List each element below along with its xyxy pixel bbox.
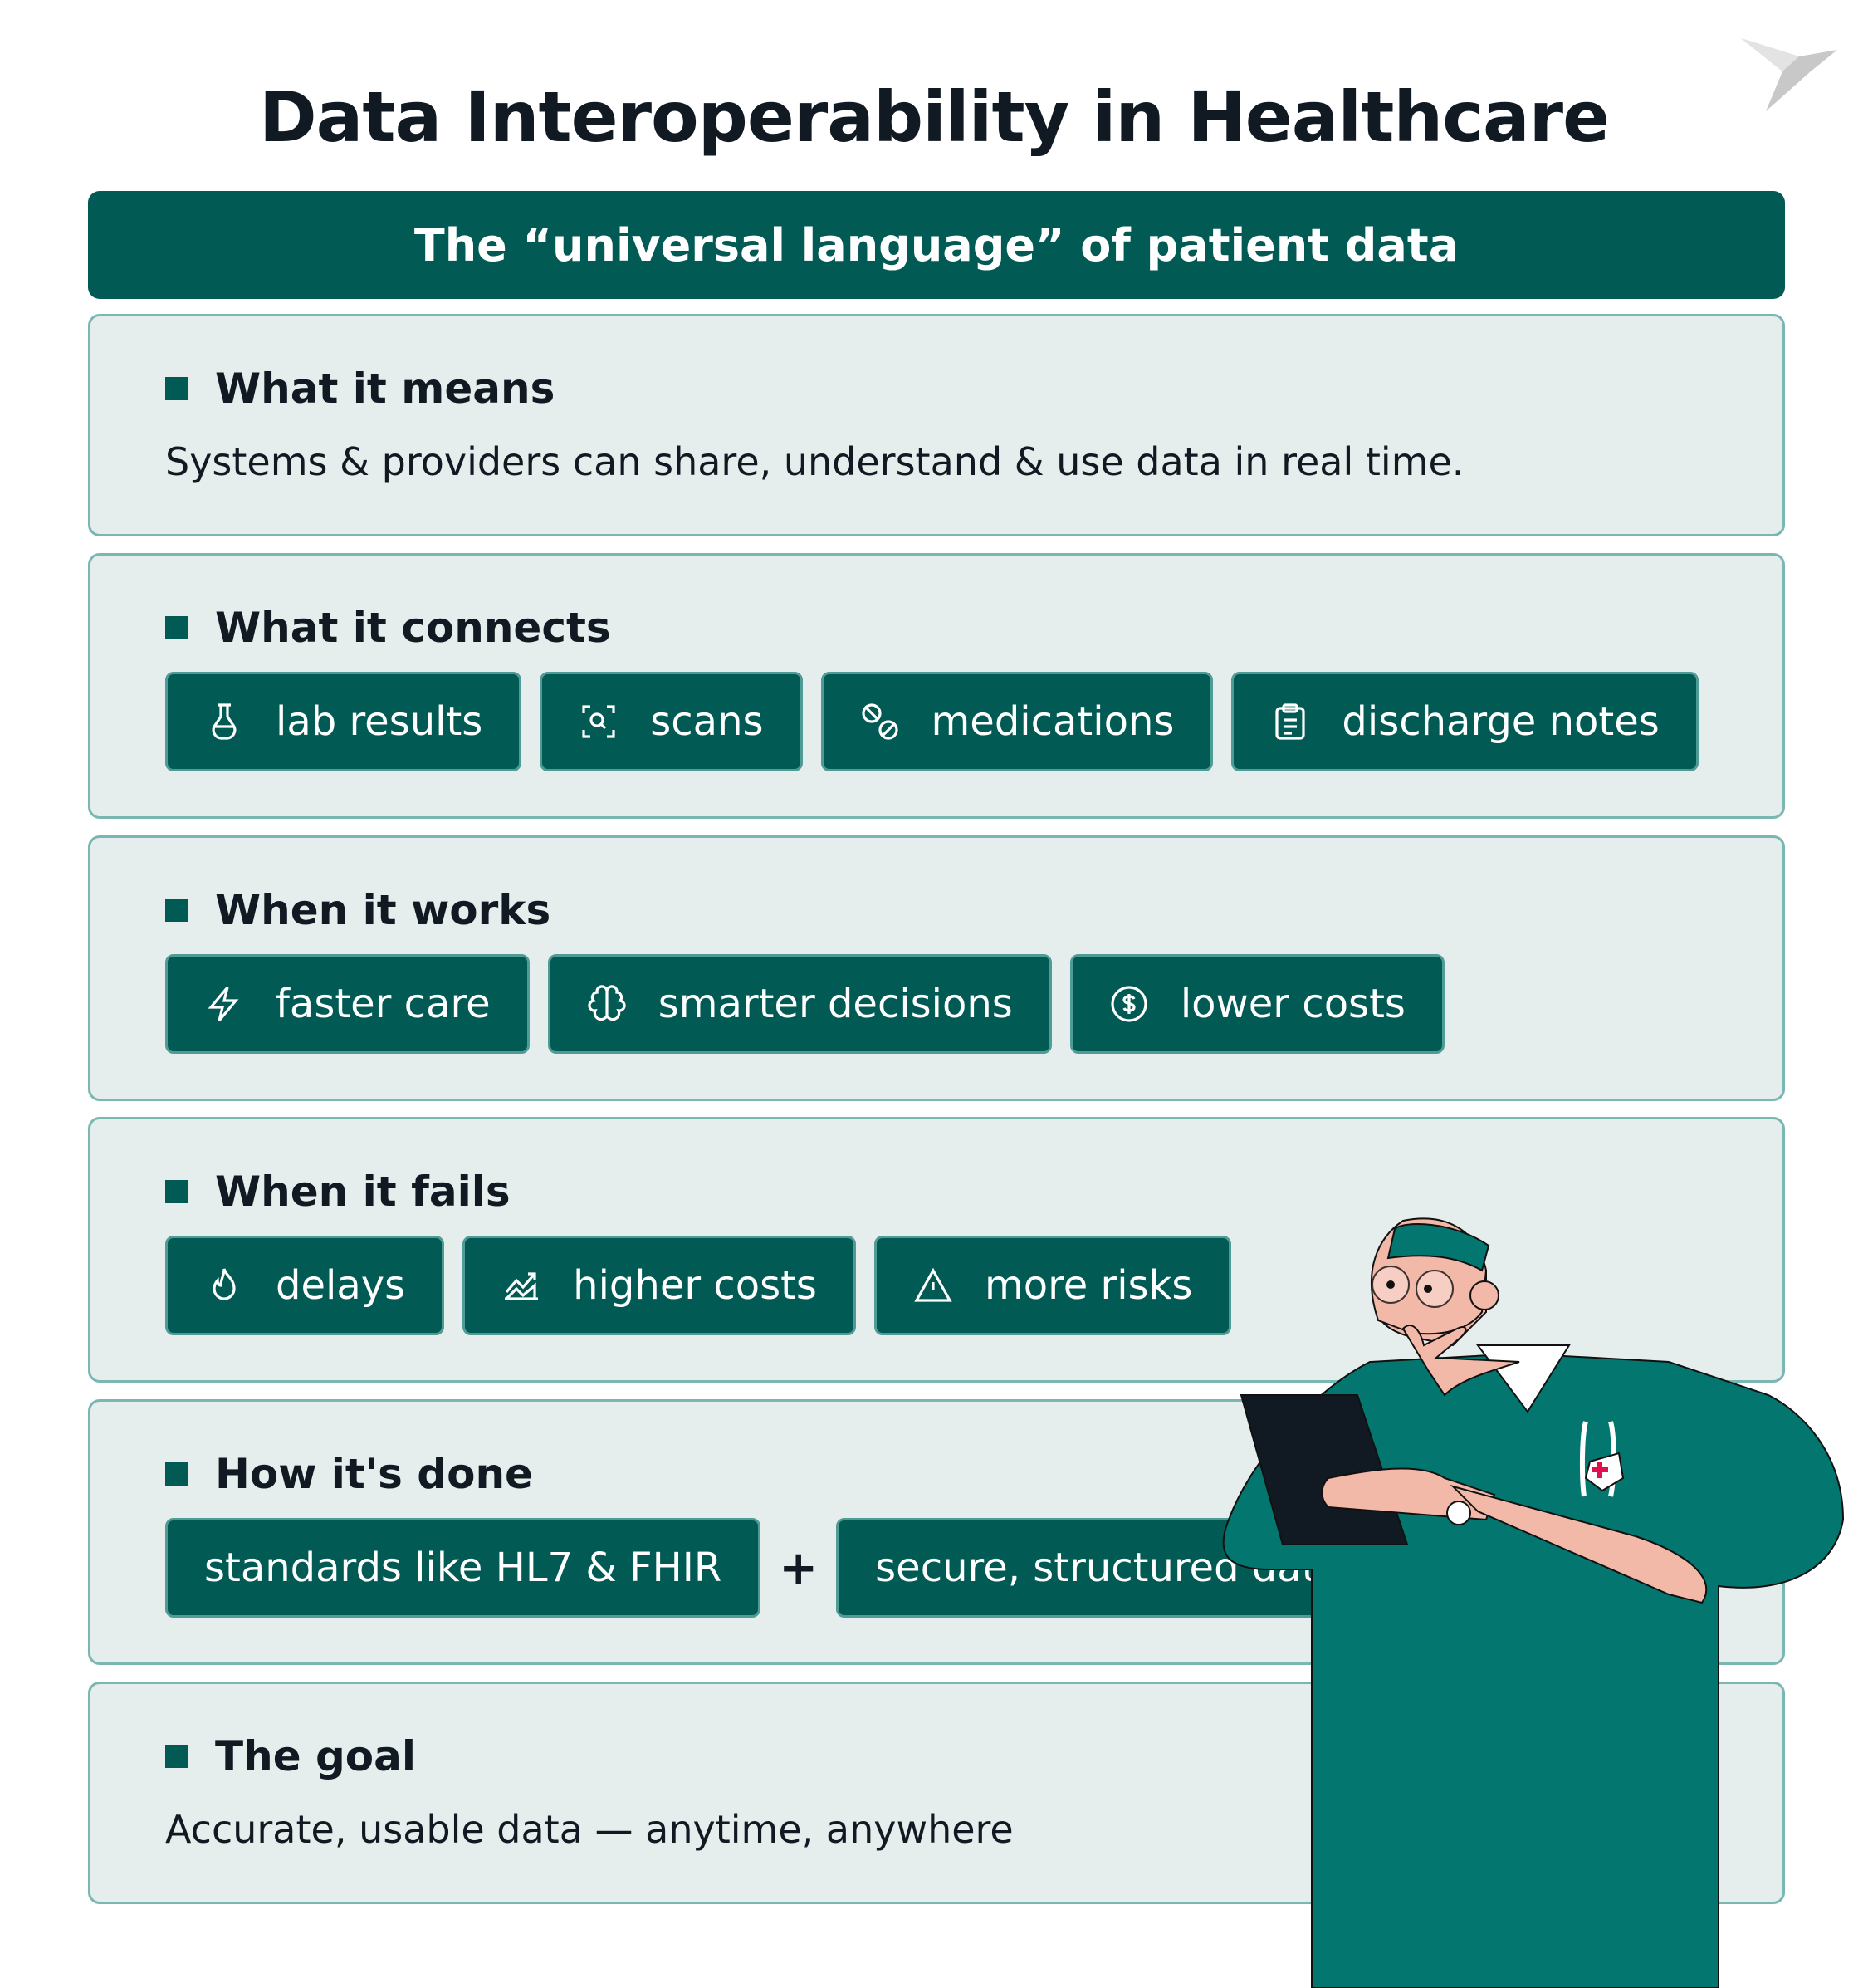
bullet-square bbox=[165, 899, 188, 922]
bullet-square bbox=[165, 377, 188, 400]
chip-discharge-notes: discharge notes bbox=[1231, 672, 1699, 771]
banner: The “universal language” of patient data bbox=[88, 191, 1785, 299]
section-text: Accurate, usable data — anytime, anywher… bbox=[165, 1807, 1014, 1852]
chip-medications: medications bbox=[820, 672, 1214, 771]
bullet-square bbox=[165, 1180, 188, 1203]
bird-logo-icon bbox=[1741, 38, 1837, 111]
chip-faster-care: faster care bbox=[165, 954, 530, 1054]
lightning-icon bbox=[208, 986, 239, 1022]
section-text: Systems & providers can share, understan… bbox=[165, 439, 1465, 484]
section-heading: What it means bbox=[215, 365, 555, 413]
chip-standards: standards like HL7 & FHIR bbox=[165, 1518, 761, 1618]
warning-icon bbox=[914, 1267, 952, 1302]
page-title: Data Interoperability in Healthcare bbox=[258, 76, 1610, 158]
plus-sign: + bbox=[779, 1540, 819, 1595]
section-heading: The goal bbox=[215, 1732, 417, 1780]
clipboard-icon bbox=[1275, 703, 1305, 740]
section-heading: How it's done bbox=[215, 1450, 533, 1498]
bullet-square bbox=[165, 1462, 188, 1486]
chip-lower-costs: lower costs bbox=[1069, 954, 1445, 1054]
brain-icon bbox=[588, 985, 626, 1021]
section-what-it-connects: What it connects lab results scans medic… bbox=[88, 553, 1785, 819]
flame-icon bbox=[213, 1268, 236, 1300]
chip-higher-costs: higher costs bbox=[462, 1236, 856, 1335]
section-when-it-works: When it works faster care smarter decisi… bbox=[88, 835, 1785, 1101]
chip-scans: scans bbox=[540, 672, 803, 771]
chart-up-icon bbox=[505, 1272, 539, 1300]
chip-more-risks: more risks bbox=[873, 1236, 1232, 1335]
section-when-it-fails: When it fails delays higher costs more r… bbox=[88, 1117, 1785, 1383]
chip-smarter-decisions: smarter decisions bbox=[547, 954, 1052, 1054]
chip-secure-data: secure, structured data bbox=[836, 1518, 1381, 1618]
flask-icon bbox=[212, 703, 237, 740]
section-heading: When it fails bbox=[215, 1168, 511, 1216]
section-heading: When it works bbox=[215, 886, 551, 934]
chip-delays: delays bbox=[165, 1236, 445, 1335]
doctor-illustration bbox=[1222, 1217, 1845, 1988]
pill-icon bbox=[861, 703, 898, 740]
scan-icon bbox=[582, 705, 615, 738]
bullet-square bbox=[165, 1745, 188, 1768]
section-heading: What it connects bbox=[215, 604, 611, 652]
section-what-it-means: What it means Systems & providers can sh… bbox=[88, 314, 1785, 536]
bullet-square bbox=[165, 616, 188, 639]
chip-lab-results: lab results bbox=[165, 672, 522, 771]
dollar-icon bbox=[1111, 986, 1147, 1022]
